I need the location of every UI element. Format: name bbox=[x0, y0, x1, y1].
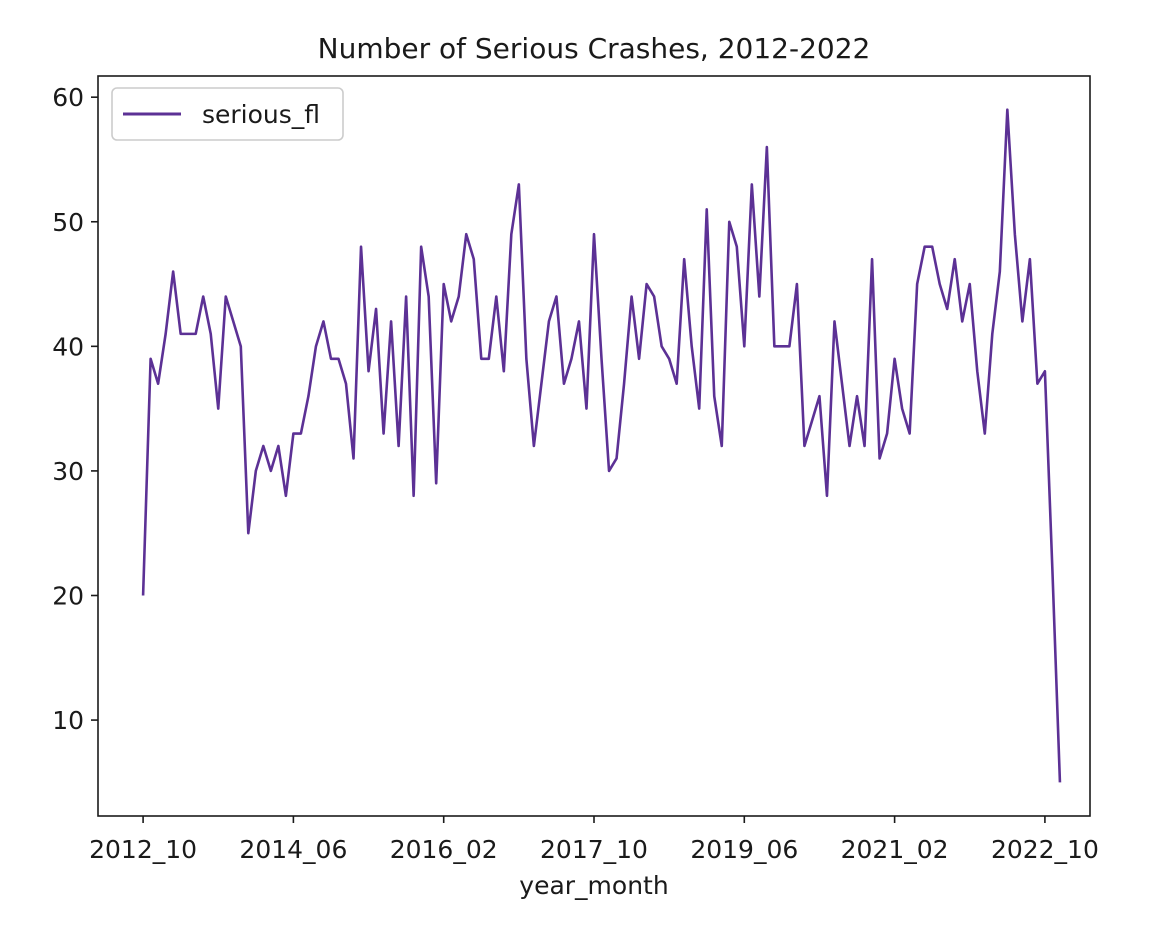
x-tick-label: 2017_10 bbox=[540, 835, 648, 864]
x-axis: 2012_10 2014_06 2016_02 2017_10 2019_06 2021_… bbox=[89, 816, 1099, 864]
chart-title: Number of Serious Crashes, 2012-2022 bbox=[318, 32, 871, 65]
y-axis: 10 20 30 40 50 60 bbox=[52, 83, 98, 735]
x-tick-label: 2012_10 bbox=[89, 835, 197, 864]
y-tick-label: 10 bbox=[52, 706, 84, 735]
y-tick-label: 60 bbox=[52, 83, 84, 112]
y-tick-label: 20 bbox=[52, 581, 84, 610]
series-layer bbox=[141, 108, 1062, 783]
plot-area-frame bbox=[97, 75, 1091, 817]
x-tick-label: 2021_02 bbox=[841, 835, 949, 864]
y-tick-label: 30 bbox=[52, 457, 84, 486]
legend-label: serious_fl bbox=[202, 100, 320, 129]
y-tick-label: 40 bbox=[52, 332, 84, 361]
x-tick-label: 2016_02 bbox=[390, 835, 498, 864]
x-axis-title: year_month bbox=[519, 871, 668, 900]
x-tick-label: 2022_10 bbox=[991, 835, 1099, 864]
legend-box bbox=[111, 87, 344, 141]
y-tick-label: 50 bbox=[52, 208, 84, 237]
series-line-serious_fl bbox=[141, 108, 1062, 783]
x-tick-label: 2014_06 bbox=[239, 835, 347, 864]
x-tick-label: 2019_06 bbox=[690, 835, 798, 864]
legend: serious_fl bbox=[111, 87, 344, 141]
